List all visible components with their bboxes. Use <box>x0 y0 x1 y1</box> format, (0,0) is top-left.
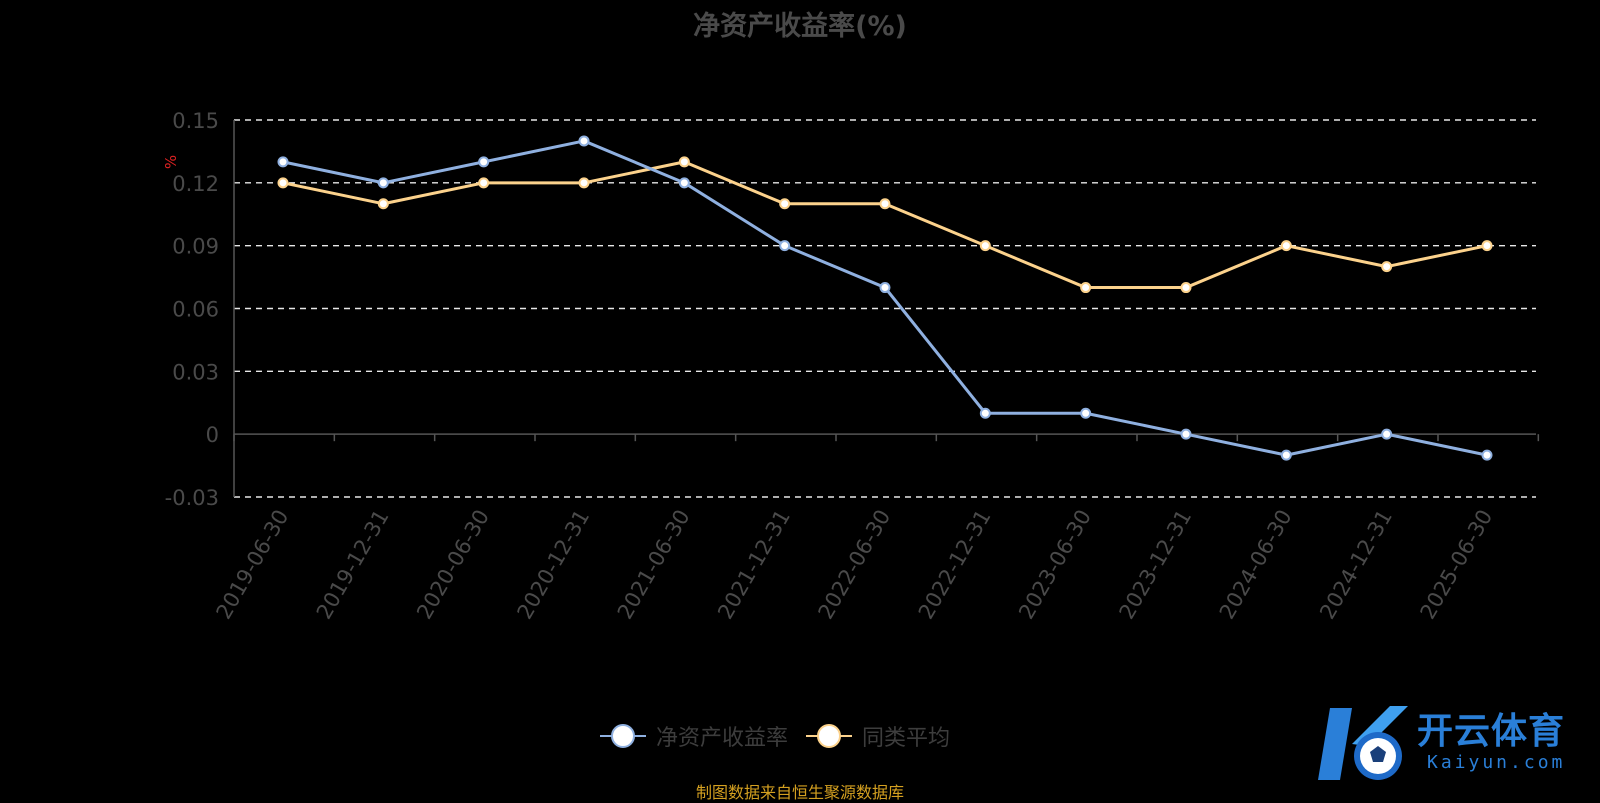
data-point <box>1481 240 1493 252</box>
x-tick-label: 2025-06-30 <box>1416 506 1498 624</box>
chart-title: 净资产收益率(%) <box>693 11 907 42</box>
data-point <box>1080 282 1092 294</box>
data-point <box>1180 282 1192 294</box>
data-point <box>1180 428 1192 440</box>
data-point <box>1381 261 1393 273</box>
y-tick-label: 0.06 <box>172 298 219 322</box>
y-tick-label: 0 <box>206 423 219 447</box>
data-point <box>377 177 389 189</box>
x-tick-label: 2019-06-30 <box>212 506 294 624</box>
y-tick-label: 0.15 <box>172 109 219 133</box>
data-point <box>1280 240 1292 252</box>
legend-item-roe[interactable]: 净资产收益率 <box>600 720 788 752</box>
y-tick-label: 0.03 <box>172 360 219 384</box>
data-point <box>979 407 991 419</box>
kaiyun-logo-icon <box>1318 706 1408 780</box>
data-point <box>879 198 891 210</box>
legend: 净资产收益率 同类平均 <box>600 718 950 754</box>
data-source-note: 制图数据来自恒生聚源数据库 <box>695 783 904 802</box>
y-tick-label: 0.09 <box>172 235 219 259</box>
x-tick-label: 2020-12-31 <box>513 506 595 624</box>
x-tick-label: 2022-06-30 <box>814 506 896 624</box>
data-point <box>1080 407 1092 419</box>
data-point <box>1280 449 1292 461</box>
data-point <box>779 240 791 252</box>
x-tick-label: 2019-12-31 <box>312 506 394 624</box>
watermark-subtitle: Kaiyun.com <box>1427 752 1566 773</box>
data-point <box>377 198 389 210</box>
legend-item-peer-avg[interactable]: 同类平均 <box>806 720 950 752</box>
data-point <box>478 156 490 168</box>
data-point <box>979 240 991 252</box>
x-tick-label: 2020-06-30 <box>412 506 494 624</box>
data-point <box>1381 428 1393 440</box>
x-tick-label: 2022-12-31 <box>914 506 996 624</box>
legend-marker-roe <box>600 724 646 748</box>
data-point <box>277 177 289 189</box>
data-point <box>678 177 690 189</box>
x-tick-label: 2023-06-30 <box>1014 506 1096 624</box>
y-axis-unit-label: % <box>162 155 180 169</box>
data-point <box>879 282 891 294</box>
legend-label-roe: 净资产收益率 <box>656 726 789 751</box>
data-point <box>1481 449 1493 461</box>
tick-labels: 0.15 0.12 0.09 0.06 0.03 0 -0.03% 2019-06-30 201… <box>162 109 1497 623</box>
legend-marker-peer-avg <box>806 724 853 748</box>
watermark-title: 开云体育 <box>1417 711 1566 752</box>
legend-label-peer-avg: 同类平均 <box>862 726 951 751</box>
data-point <box>478 177 490 189</box>
x-tick-label: 2023-12-31 <box>1115 506 1197 624</box>
y-tick-label: -0.03 <box>165 486 219 510</box>
grid-lines <box>234 119 1536 498</box>
data-point <box>779 198 791 210</box>
x-tick-label: 2024-06-30 <box>1215 506 1297 624</box>
x-tick-label: 2021-12-31 <box>713 506 795 624</box>
x-tick-label: 2021-06-30 <box>613 506 695 624</box>
axes <box>233 120 1540 497</box>
data-point <box>578 135 590 147</box>
y-tick-label: 0.12 <box>172 172 219 196</box>
data-point <box>578 177 590 189</box>
data-point <box>678 156 690 168</box>
x-tick-label: 2024-12-31 <box>1315 506 1397 624</box>
series-line-1 <box>282 160 1488 290</box>
series-layer <box>277 135 1493 461</box>
data-point <box>277 156 289 168</box>
watermark-logo: 开云体育 Kaiyun.com <box>1312 700 1592 788</box>
